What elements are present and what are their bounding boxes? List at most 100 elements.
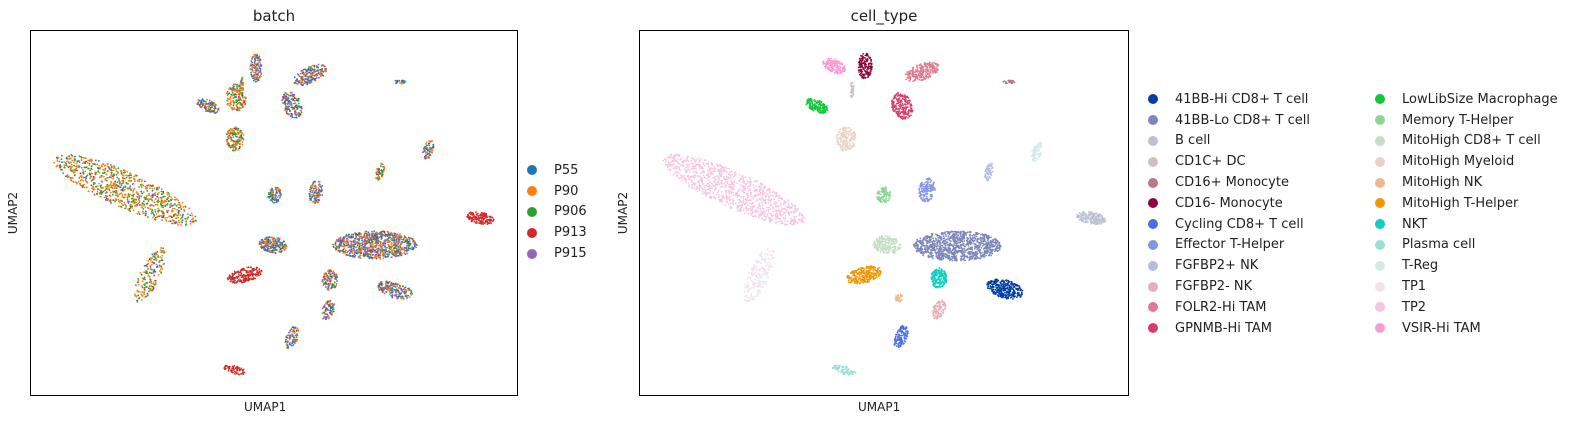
legend-label: CD16- Monocyte [1175, 195, 1283, 211]
legend-label: MitoHigh CD8+ T cell [1402, 133, 1541, 149]
cluster-treg [1030, 141, 1043, 162]
legend-item: VSIR-Hi TAM [1375, 318, 1558, 339]
cluster-tp1 [134, 247, 166, 303]
cluster-plasma [223, 364, 246, 376]
legend-marker [1375, 302, 1385, 313]
legend-item: B cell [1148, 131, 1310, 152]
cluster-myeloid [226, 266, 263, 284]
cluster-tp2 [53, 154, 197, 227]
cluster-cd1c [849, 81, 855, 98]
legend-label: FOLR2-Hi TAM [1175, 299, 1267, 315]
legend-label: MitoHigh Myeloid [1402, 154, 1515, 170]
cluster-folr2 [904, 61, 940, 83]
legend-label: 41BB-Lo CD8+ T cell [1175, 112, 1310, 128]
cluster-cd16p-mono [1002, 79, 1016, 85]
legend-label: MitoHigh NK [1402, 175, 1483, 191]
legend-marker [1148, 115, 1158, 126]
legend-marker [527, 227, 537, 238]
cluster-tiny [394, 79, 407, 85]
legend-item: LowLibSize Macrophage [1375, 89, 1558, 110]
legend-marker [1375, 281, 1385, 292]
legend-label: P913 [554, 225, 587, 241]
legend-item: CD16- Monocyte [1148, 193, 1310, 214]
cell-type-x-axis-label: UMAP1 [858, 400, 901, 414]
legend-marker [1375, 94, 1385, 105]
cluster-cd8-hi-a [258, 236, 288, 255]
legend-item: T-Reg [1375, 255, 1558, 276]
legend-marker [1375, 198, 1385, 209]
legend-label: MitoHigh T-Helper [1402, 195, 1519, 211]
cluster-fgfbp2+ [983, 162, 994, 182]
legend-item: TP2 [1375, 297, 1558, 318]
legend-marker [1375, 135, 1385, 146]
legend-marker [527, 186, 537, 197]
cluster-bcell [1076, 210, 1107, 226]
legend-marker [1148, 239, 1158, 250]
legend-label: GPNMB-Hi TAM [1175, 320, 1273, 336]
legend-label: Effector T-Helper [1175, 237, 1285, 253]
legend-marker [527, 206, 537, 217]
plot-frame [30, 30, 518, 396]
cluster-cycling [321, 299, 336, 321]
legend-marker [1148, 219, 1158, 230]
cluster-memory-th [876, 186, 892, 204]
legend-label: NKT [1402, 216, 1428, 232]
legend-item: Effector T-Helper [1148, 235, 1310, 256]
cluster-mitohigh-nk [894, 293, 903, 303]
legend-marker [1148, 302, 1158, 313]
legend-label: 41BB-Hi CD8+ T cell [1175, 91, 1309, 107]
legend-column: LowLibSize Macrophage Memory T-Helper Mito… [1375, 89, 1558, 339]
plot-frame [639, 30, 1129, 396]
cluster-nkt [930, 267, 948, 289]
legend-label: Cycling CD8+ T cell [1175, 216, 1304, 232]
cluster-tp1 [743, 247, 775, 303]
batch-x-axis-label: UMAP1 [244, 400, 287, 414]
legend-marker [1375, 115, 1385, 126]
legend-marker [1375, 260, 1385, 271]
cluster-folr2 [293, 63, 328, 87]
legend-item: Cycling CD8+ T cell [1148, 214, 1310, 235]
legend-label: P90 [554, 183, 579, 199]
legend-label: T-Reg [1402, 258, 1439, 274]
cell-type-umap-plot [639, 30, 1129, 396]
cluster-cycling [893, 325, 909, 349]
legend-item: MitoHigh CD8+ T cell [1375, 131, 1558, 152]
legend-label: TP2 [1402, 299, 1427, 315]
cluster-memory-th [267, 186, 283, 204]
cluster-41bb-hi [377, 280, 413, 300]
legend-label: VSIR-Hi TAM [1402, 320, 1481, 336]
legend-item: FGFBP2- NK [1148, 276, 1310, 297]
legend-label: CD16+ Monocyte [1175, 175, 1289, 191]
legend-label: P906 [554, 204, 587, 220]
cluster-bcell [466, 211, 495, 226]
legend-marker [527, 165, 537, 176]
legend-marker [1375, 239, 1385, 250]
cluster-treg [421, 140, 435, 160]
legend-marker [1148, 94, 1158, 105]
legend-marker [1148, 135, 1158, 146]
legend-marker [1148, 260, 1158, 271]
legend-marker [1375, 219, 1385, 230]
legend-item: 41BB-Lo CD8+ T cell [1148, 110, 1310, 131]
legend-item: CD16+ Monocyte [1148, 172, 1310, 193]
legend-item: TP1 [1375, 276, 1558, 297]
cluster-tp2 [662, 153, 806, 226]
legend-item: P915 [527, 243, 587, 264]
legend-marker [1375, 177, 1385, 188]
cluster-41bb-lo [912, 230, 1002, 262]
legend-item: 41BB-Hi CD8+ T cell [1148, 89, 1310, 110]
cluster-mitohigh-cd8 [872, 235, 902, 255]
cluster-mitohigh-th [846, 265, 882, 285]
cluster-cycling2 [284, 326, 300, 349]
legend-label: FGFBP2- NK [1175, 279, 1253, 295]
cluster-cd16-mono [225, 83, 247, 112]
cluster-gpnmb [890, 91, 914, 120]
legend-item: P90 [527, 181, 587, 202]
cell-type-plot-title: cell_type [850, 7, 918, 25]
legend-column: 41BB-Hi CD8+ T cell 41BB-Lo CD8+ T cell B … [1148, 89, 1310, 339]
legend-marker [1148, 281, 1158, 292]
cell-type-y-axis-label: UMAP2 [616, 191, 631, 235]
legend-label: CD1C+ DC [1175, 154, 1246, 170]
legend-item: P906 [527, 202, 587, 223]
legend-item: NKT [1375, 214, 1558, 235]
